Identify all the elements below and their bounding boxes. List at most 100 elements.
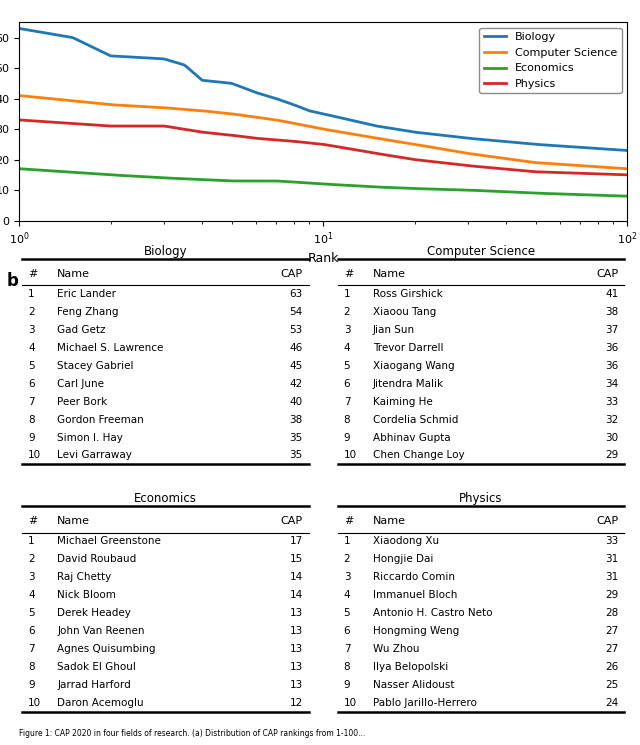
Text: 9: 9 — [28, 433, 35, 443]
Line: Physics: Physics — [19, 120, 627, 175]
Text: 5: 5 — [344, 361, 350, 371]
Text: 36: 36 — [605, 361, 618, 371]
Economics — [387, 183, 395, 192]
Text: Immanuel Bloch: Immanuel Bloch — [373, 590, 457, 600]
Text: Name: Name — [57, 269, 90, 279]
Computer Science — [566, 160, 574, 169]
Text: 2: 2 — [28, 554, 35, 565]
Text: 30: 30 — [605, 433, 618, 443]
Text: 10: 10 — [344, 698, 356, 708]
Text: 31: 31 — [605, 572, 618, 583]
Text: Pablo Jarillo-Herrero: Pablo Jarillo-Herrero — [373, 698, 477, 708]
Text: 26: 26 — [605, 662, 618, 672]
Economics — [17, 165, 25, 174]
Line: Economics: Economics — [19, 168, 627, 196]
Text: 15: 15 — [289, 554, 303, 565]
Text: Name: Name — [373, 516, 406, 526]
Text: 7: 7 — [344, 397, 350, 407]
Physics — [623, 171, 631, 180]
Physics — [17, 115, 25, 124]
Text: Derek Headey: Derek Headey — [57, 608, 131, 618]
Text: 2: 2 — [344, 554, 350, 565]
Text: 1: 1 — [344, 289, 350, 299]
Text: 1: 1 — [28, 536, 35, 547]
Text: Riccardo Comin: Riccardo Comin — [373, 572, 455, 583]
Text: Stacey Gabriel: Stacey Gabriel — [57, 361, 134, 371]
Biology — [15, 24, 23, 33]
Text: #: # — [344, 516, 353, 526]
Text: Trevor Darrell: Trevor Darrell — [373, 343, 444, 353]
Text: 6: 6 — [344, 378, 350, 389]
Text: 25: 25 — [605, 680, 618, 690]
Economics — [15, 164, 23, 173]
Text: 13: 13 — [289, 680, 303, 690]
Text: 41: 41 — [605, 289, 618, 299]
Text: Name: Name — [57, 516, 90, 526]
Economics — [528, 188, 536, 197]
Physics — [387, 151, 395, 160]
Text: 4: 4 — [344, 590, 350, 600]
Text: Economics: Economics — [134, 492, 196, 505]
Text: CAP: CAP — [596, 516, 618, 526]
Text: 17: 17 — [289, 536, 303, 547]
Text: Nasser Alidoust: Nasser Alidoust — [373, 680, 454, 690]
Text: 9: 9 — [344, 680, 350, 690]
Biology — [375, 122, 383, 131]
Text: Ilya Belopolski: Ilya Belopolski — [373, 662, 448, 672]
Text: 29: 29 — [605, 590, 618, 600]
Text: 12: 12 — [289, 698, 303, 708]
Text: 35: 35 — [289, 451, 303, 460]
Biology — [387, 124, 395, 133]
Text: 28: 28 — [605, 608, 618, 618]
Text: 36: 36 — [605, 343, 618, 353]
Computer Science — [15, 91, 23, 100]
Text: Biology: Biology — [143, 245, 187, 258]
Text: Computer Science: Computer Science — [427, 245, 535, 258]
Text: 33: 33 — [605, 397, 618, 407]
Text: Sadok El Ghoul: Sadok El Ghoul — [57, 662, 136, 672]
Text: Physics: Physics — [460, 492, 503, 505]
Text: 54: 54 — [289, 307, 303, 317]
Text: 29: 29 — [605, 451, 618, 460]
Text: 45: 45 — [289, 361, 303, 371]
Text: 7: 7 — [344, 644, 350, 654]
Economics — [566, 190, 574, 199]
Text: 3: 3 — [344, 572, 350, 583]
Computer Science — [623, 164, 631, 173]
Text: 5: 5 — [28, 361, 35, 371]
Text: 2: 2 — [28, 307, 35, 317]
Text: 1: 1 — [344, 536, 350, 547]
Text: Jian Sun: Jian Sun — [373, 325, 415, 335]
Text: 4: 4 — [28, 590, 35, 600]
Text: Simon I. Hay: Simon I. Hay — [57, 433, 123, 443]
Physics — [15, 115, 23, 124]
Text: 2: 2 — [344, 307, 350, 317]
Text: Nick Bloom: Nick Bloom — [57, 590, 116, 600]
Text: 7: 7 — [28, 397, 35, 407]
Text: 8: 8 — [344, 415, 350, 425]
Text: 7: 7 — [28, 644, 35, 654]
Text: Peer Bork: Peer Bork — [57, 397, 108, 407]
Text: 4: 4 — [28, 343, 35, 353]
Text: Hongjie Dai: Hongjie Dai — [373, 554, 433, 565]
Text: 3: 3 — [344, 325, 350, 335]
Text: 40: 40 — [290, 397, 303, 407]
Biology — [378, 122, 385, 131]
Text: Cordelia Schmid: Cordelia Schmid — [373, 415, 458, 425]
Text: 42: 42 — [289, 378, 303, 389]
Text: 5: 5 — [28, 608, 35, 618]
Text: Xiaoou Tang: Xiaoou Tang — [373, 307, 436, 317]
Text: Levi Garraway: Levi Garraway — [57, 451, 132, 460]
Text: 10: 10 — [28, 698, 41, 708]
Text: 14: 14 — [289, 590, 303, 600]
Text: 38: 38 — [605, 307, 618, 317]
Text: 63: 63 — [289, 289, 303, 299]
Biology — [566, 142, 574, 151]
Text: 27: 27 — [605, 626, 618, 636]
Text: 38: 38 — [289, 415, 303, 425]
Text: Daron Acemoglu: Daron Acemoglu — [57, 698, 144, 708]
Text: Xiaogang Wang: Xiaogang Wang — [373, 361, 454, 371]
Text: 6: 6 — [28, 378, 35, 389]
Text: Name: Name — [373, 269, 406, 279]
Text: b: b — [6, 272, 19, 290]
